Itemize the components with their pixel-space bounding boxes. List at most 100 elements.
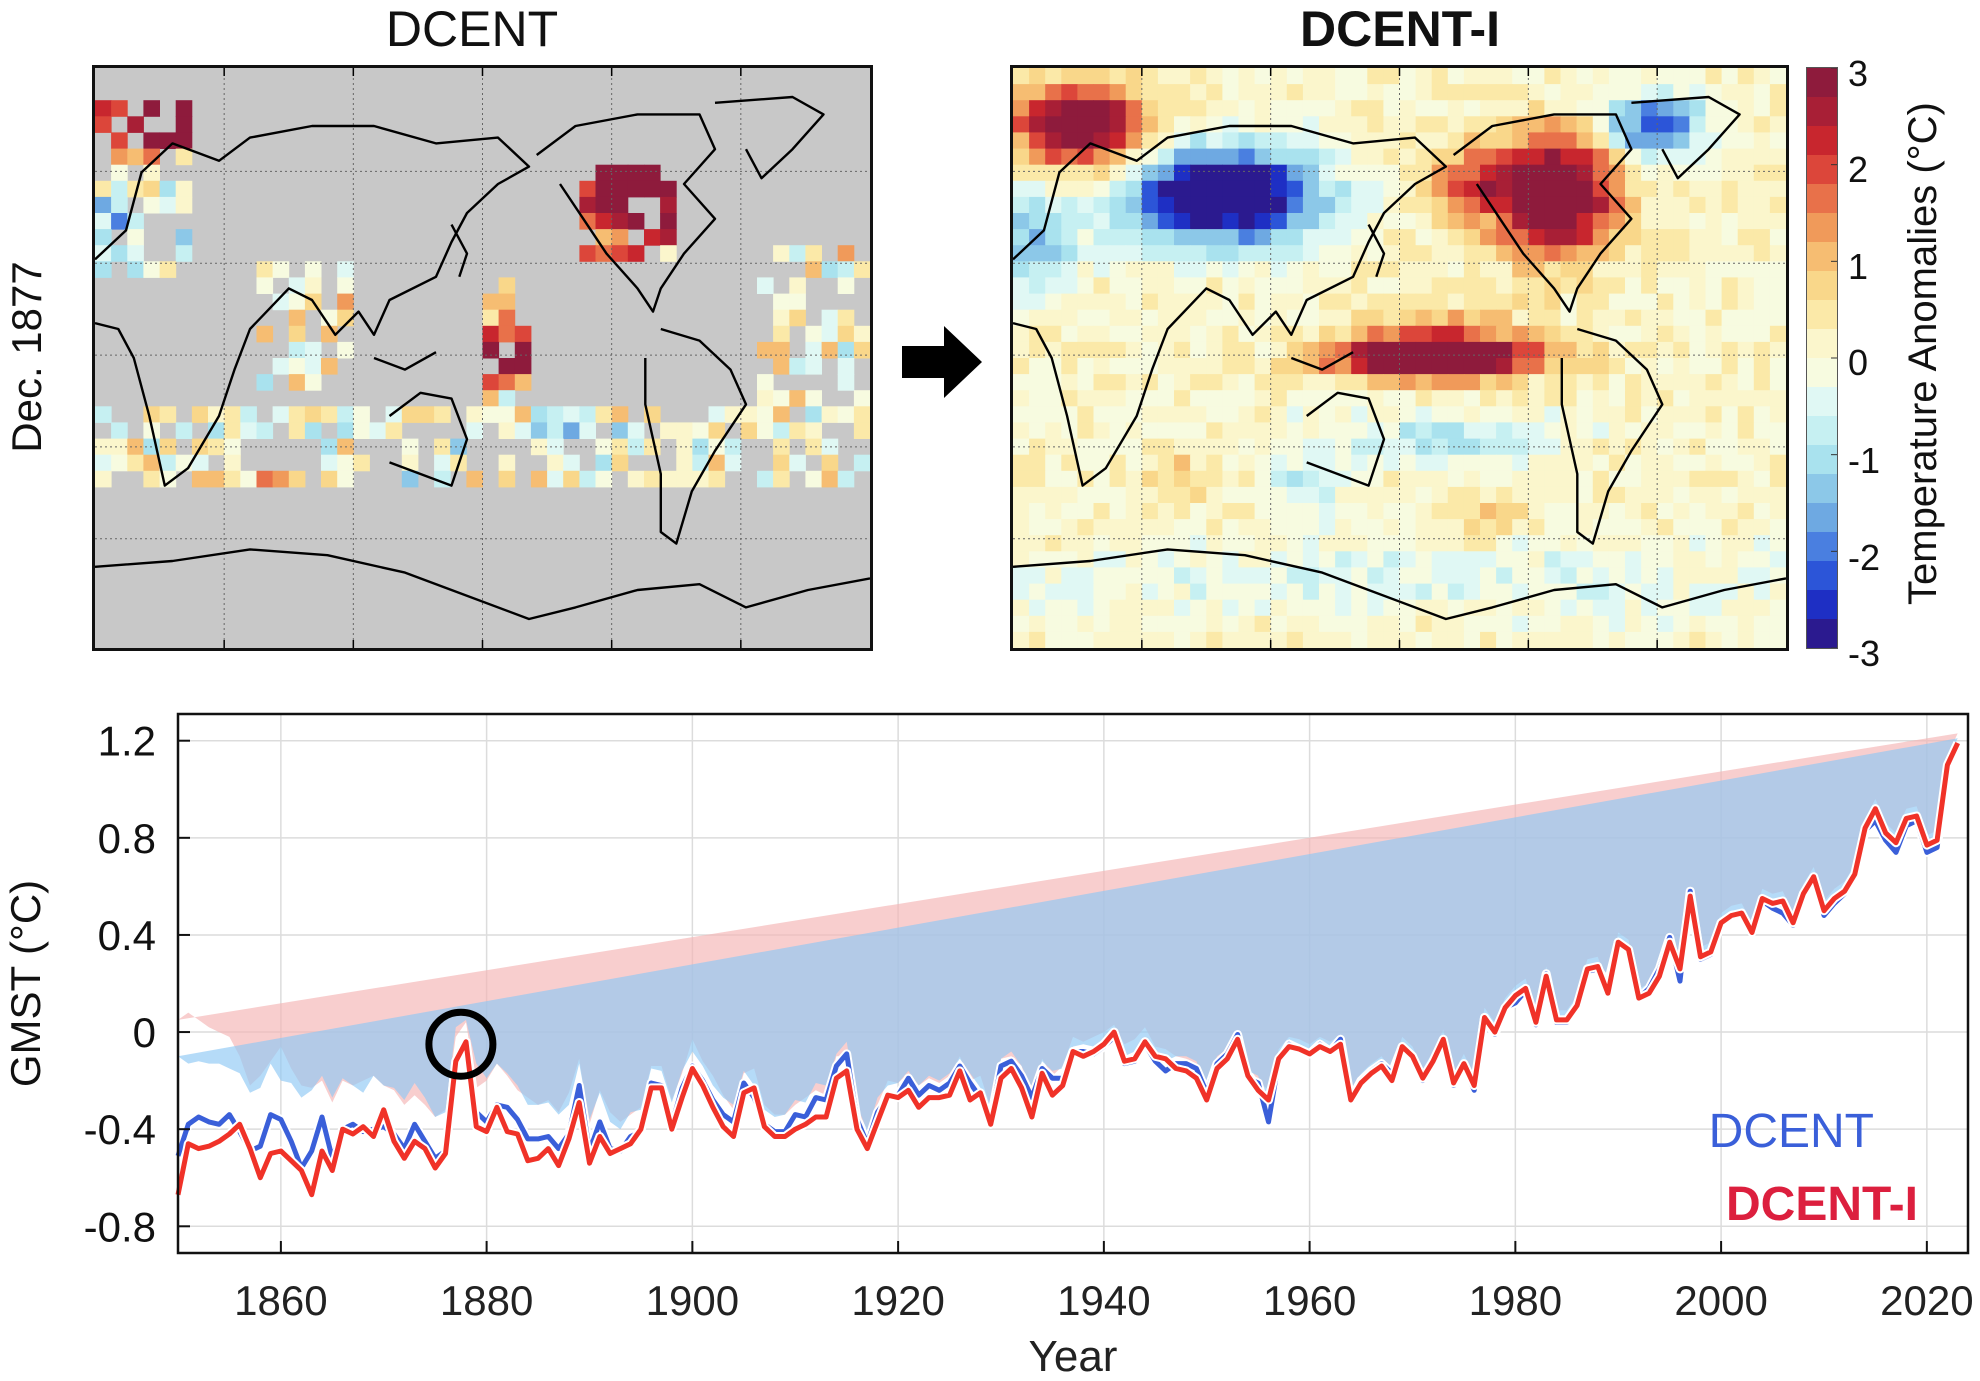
anomaly-cell: [111, 132, 128, 149]
anomaly-cell: [1093, 583, 1111, 601]
anomaly-cell: [1673, 245, 1690, 262]
anomaly-cell: [1383, 503, 1400, 520]
anomaly-cell: [1721, 551, 1739, 568]
anomaly-cell: [224, 438, 241, 456]
anomaly-cell: [1721, 470, 1739, 488]
anomaly-cell: [1029, 631, 1046, 648]
anomaly-cell: [1544, 583, 1561, 601]
colorbar-step: [1807, 445, 1837, 475]
anomaly-cell: [1544, 422, 1561, 439]
anomaly-cell: [1174, 454, 1191, 472]
anomaly-cell: [1415, 116, 1433, 133]
anomaly-cell: [1576, 599, 1594, 617]
anomaly-cell: [1431, 599, 1449, 617]
anomaly-cell: [1206, 567, 1223, 584]
anomaly-cell: [1157, 309, 1175, 327]
anomaly-cell: [224, 454, 241, 472]
anomaly-cell: [1721, 503, 1739, 520]
anomaly-cell: [1769, 213, 1786, 230]
anomaly-cell: [1576, 100, 1594, 117]
anomaly-cell: [1222, 213, 1239, 230]
anomaly-cell: [1286, 390, 1304, 407]
anomaly-cell: [1157, 213, 1175, 230]
anomaly-cell: [1496, 551, 1513, 568]
anomaly-cell: [1625, 309, 1642, 327]
anomaly-cell: [1109, 519, 1127, 536]
anomaly-cell: [773, 454, 790, 472]
anomaly-cell: [95, 261, 112, 278]
anomaly-cell: [1319, 519, 1336, 536]
anomaly-cell: [1125, 68, 1143, 85]
anomaly-cell: [1206, 486, 1223, 504]
anomaly-cell: [1029, 519, 1046, 536]
anomaly-cell: [1109, 374, 1127, 391]
anomaly-cell: [1576, 116, 1594, 133]
anomaly-cell: [1480, 213, 1497, 230]
anomaly-cell: [1463, 116, 1481, 133]
anomaly-cell: [1544, 390, 1561, 407]
anomaly-cell: [1238, 438, 1256, 456]
anomaly-cell: [337, 341, 354, 359]
anomaly-cell: [1270, 374, 1288, 391]
anomaly-cell: [1431, 583, 1449, 601]
anomaly-cell: [740, 422, 758, 439]
anomaly-cell: [1625, 229, 1642, 246]
anomaly-cell: [1657, 196, 1674, 214]
anomaly-cell: [805, 341, 822, 359]
anomaly-cell: [1415, 615, 1433, 633]
anomaly-cell: [1705, 277, 1723, 294]
anomaly-cell: [127, 180, 144, 198]
anomaly-cell: [1447, 213, 1465, 230]
anomaly-cell: [1093, 293, 1111, 311]
anomaly-cell: [1753, 261, 1771, 278]
anomaly-cell: [1641, 213, 1658, 230]
anomaly-cell: [1512, 180, 1529, 198]
anomaly-cell: [1222, 229, 1239, 246]
anomaly-cell: [611, 229, 629, 246]
anomaly-cell: [1689, 68, 1706, 85]
anomaly-cell: [1592, 68, 1610, 85]
anomaly-cell: [1560, 277, 1578, 294]
anomaly-cell: [805, 358, 822, 375]
anomaly-cell: [1286, 277, 1304, 294]
anomaly-cell: [1238, 245, 1256, 262]
anomaly-cell: [1625, 551, 1642, 568]
anomaly-cell: [1125, 631, 1143, 648]
anomaly-cell: [773, 309, 790, 327]
anomaly-cell: [1351, 84, 1368, 101]
anomaly-cell: [1125, 229, 1143, 246]
anomaly-cell: [1560, 148, 1578, 166]
anomaly-cell: [1399, 503, 1417, 520]
anomaly-cell: [1431, 358, 1449, 375]
anomaly-cell: [1013, 503, 1030, 520]
anomaly-cell: [1045, 583, 1062, 601]
anomaly-cell: [1302, 631, 1320, 648]
anomaly-cell: [1415, 261, 1433, 278]
anomaly-cell: [1641, 148, 1658, 166]
anomaly-cell: [1576, 406, 1594, 423]
anomaly-cell: [1174, 325, 1191, 343]
anomaly-cell: [1125, 180, 1143, 198]
anomaly-cell: [1753, 470, 1771, 488]
anomaly-cell: [1383, 519, 1400, 536]
anomaly-cell: [1190, 148, 1207, 166]
anomaly-cell: [1528, 229, 1545, 246]
anomaly-cell: [1367, 68, 1384, 85]
anomaly-cell: [1383, 358, 1400, 375]
anomaly-cell: [1753, 68, 1771, 85]
anomaly-cell: [611, 422, 629, 439]
anomaly-cell: [1447, 486, 1465, 504]
anomaly-cell: [1528, 631, 1545, 648]
anomaly-cell: [1689, 148, 1706, 166]
anomaly-cell: [1174, 180, 1191, 198]
anomaly-cell: [1045, 180, 1062, 198]
anomaly-cell: [1061, 341, 1078, 359]
anomaly-cell: [1093, 180, 1111, 198]
y-tick-label: 0.8: [98, 815, 156, 862]
anomaly-cell: [1190, 615, 1207, 633]
anomaly-cell: [1029, 422, 1046, 439]
anomaly-cell: [1721, 325, 1739, 343]
anomaly-cell: [1383, 100, 1400, 117]
anomaly-cell: [563, 454, 580, 472]
anomaly-cell: [1528, 277, 1545, 294]
